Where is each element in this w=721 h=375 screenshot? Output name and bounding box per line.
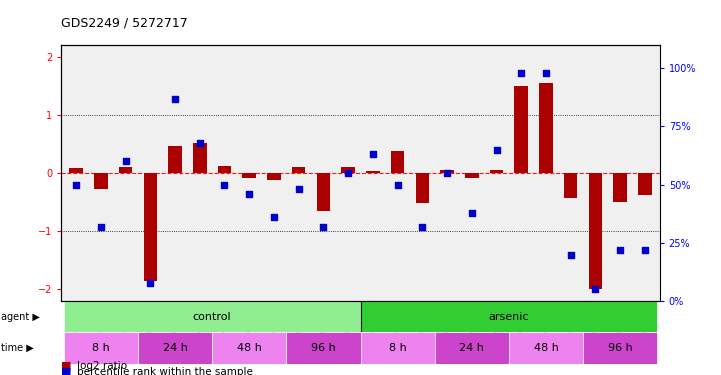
Bar	[193, 143, 206, 173]
Bar	[583, 333, 658, 364]
Text: 48 h: 48 h	[236, 343, 262, 353]
Bar	[539, 83, 553, 173]
Bar	[515, 86, 528, 173]
Bar	[490, 170, 503, 173]
Bar	[366, 171, 380, 173]
Text: 96 h: 96 h	[311, 343, 336, 353]
Point	[392, 182, 403, 188]
Text: arsenic: arsenic	[489, 312, 529, 322]
Text: 96 h: 96 h	[608, 343, 632, 353]
Text: ■: ■	[61, 361, 72, 370]
Point	[491, 147, 503, 153]
Bar	[63, 301, 360, 333]
Bar	[391, 151, 404, 173]
Point	[516, 70, 527, 76]
Text: log2 ratio: log2 ratio	[77, 361, 128, 370]
Point	[144, 279, 156, 285]
Bar	[292, 167, 306, 173]
Bar	[614, 173, 627, 202]
Text: control: control	[193, 312, 231, 322]
Text: ■: ■	[61, 367, 72, 375]
Text: 24 h: 24 h	[459, 343, 485, 353]
Text: time ▶: time ▶	[1, 343, 33, 353]
Bar	[286, 333, 360, 364]
Bar	[94, 173, 107, 189]
Point	[342, 170, 354, 176]
Bar	[415, 173, 429, 203]
Bar	[360, 301, 658, 333]
Bar	[465, 173, 479, 178]
Point	[614, 247, 626, 253]
Bar	[242, 173, 256, 178]
Bar	[63, 333, 138, 364]
Text: 8 h: 8 h	[92, 343, 110, 353]
Point	[441, 170, 453, 176]
Bar	[168, 146, 182, 173]
Bar	[267, 173, 280, 180]
Point	[318, 224, 329, 230]
Point	[169, 96, 181, 102]
Bar	[360, 333, 435, 364]
Text: GDS2249 / 5272717: GDS2249 / 5272717	[61, 17, 188, 30]
Point	[565, 252, 577, 258]
Bar	[69, 168, 83, 173]
Bar	[638, 173, 652, 195]
Bar	[435, 333, 509, 364]
Bar	[509, 333, 583, 364]
Point	[367, 152, 379, 157]
Point	[71, 182, 82, 188]
Bar	[341, 167, 355, 173]
Bar	[143, 173, 157, 281]
Point	[194, 140, 205, 146]
Point	[293, 186, 304, 192]
Bar	[218, 166, 231, 173]
Point	[466, 210, 477, 216]
Text: percentile rank within the sample: percentile rank within the sample	[77, 367, 253, 375]
Text: 24 h: 24 h	[163, 343, 187, 353]
Point	[417, 224, 428, 230]
Text: agent ▶: agent ▶	[1, 312, 40, 322]
Text: 8 h: 8 h	[389, 343, 407, 353]
Point	[268, 214, 280, 220]
Bar	[441, 170, 454, 173]
Bar	[588, 173, 602, 290]
Bar	[119, 167, 133, 173]
Bar	[212, 333, 286, 364]
Bar	[317, 173, 330, 211]
Bar	[564, 173, 578, 198]
Point	[218, 182, 230, 188]
Text: 48 h: 48 h	[534, 343, 558, 353]
Point	[639, 247, 650, 253]
Bar	[138, 333, 212, 364]
Point	[244, 191, 255, 197]
Point	[590, 286, 601, 292]
Point	[540, 70, 552, 76]
Point	[120, 158, 131, 164]
Point	[95, 224, 107, 230]
